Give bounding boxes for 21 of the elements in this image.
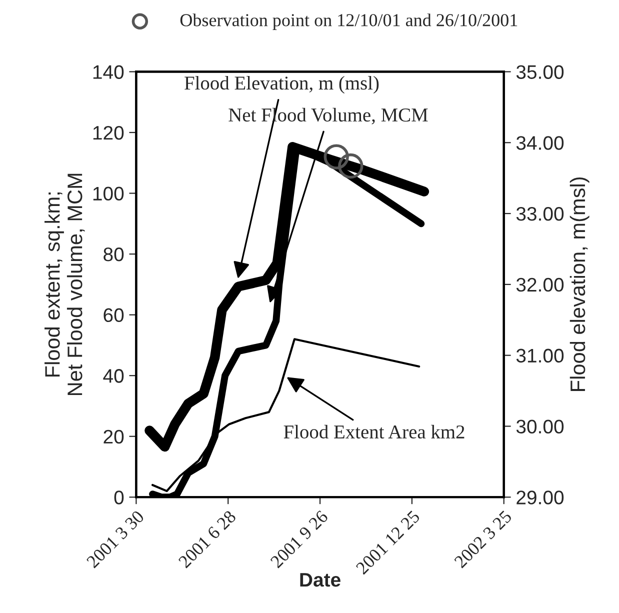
y-tick-label: 120 <box>93 126 124 140</box>
y2-axis-title: Flood elevation, m(msl) <box>570 177 590 391</box>
y-tick-label: 0 <box>114 490 124 504</box>
y-tick-label: 80 <box>104 248 124 262</box>
x-axis-title: Date <box>300 573 340 587</box>
y-tick-label: 140 <box>93 65 124 79</box>
y2-tick-label: 29.00 <box>516 490 564 504</box>
legend-label: Observation point on 12/10/01 and 26/10/2001 <box>180 14 518 30</box>
y2-tick-label: 35.00 <box>516 65 564 79</box>
annotation: Flood Elevation, m (msl) <box>184 76 379 94</box>
y-tick-label: 100 <box>93 186 124 201</box>
y2-tick-label: 31.00 <box>516 348 564 363</box>
y2-tick-label: 34.00 <box>516 136 564 150</box>
y2-tick-label: 33.00 <box>516 206 564 221</box>
y-tick-label: 40 <box>103 369 124 383</box>
y-tick-label: 20 <box>104 430 124 444</box>
annotation: Flood Extent Area km2 <box>284 424 464 439</box>
y2-tick-label: 30.00 <box>516 420 564 434</box>
y-tick-label: 60 <box>104 308 124 322</box>
y2-tick-label: 32.00 <box>516 278 564 292</box>
y-axis-title: Flood extent, sq.km; Net Flood volume, MCM <box>44 174 85 396</box>
